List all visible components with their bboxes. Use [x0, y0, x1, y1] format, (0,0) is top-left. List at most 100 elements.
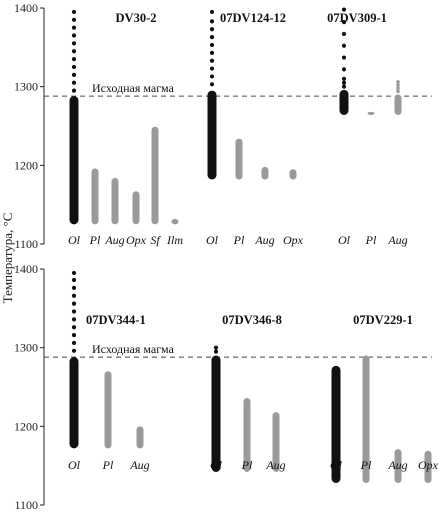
sample-group: 07DV346-8 Ol Pl Aug — [210, 313, 286, 472]
dot-marker — [209, 74, 215, 79]
dot-marker — [71, 17, 77, 22]
sample-group: 07DV124-12 Ol Pl Aug Opx — [206, 9, 304, 247]
panel-2: 1100 1200 1300 1400 Исходная магма 07DV344-1 O… — [14, 262, 438, 512]
dot-marker — [71, 348, 77, 353]
sample-group: 07DV344-1 Ol Pl Aug — [68, 270, 150, 472]
range-bar-aug — [394, 449, 402, 483]
dot-marker — [213, 349, 219, 354]
range-bar-pl — [235, 138, 243, 180]
dot-marker — [71, 293, 77, 298]
magma-label: Исходная магма — [92, 81, 175, 95]
mineral-label: Pl — [102, 458, 114, 472]
dot-marker — [209, 66, 215, 71]
y-tick-label: 1100 — [14, 498, 38, 512]
mineral-label: Aug — [254, 233, 274, 247]
mineral-label: Ol — [68, 233, 81, 247]
mineral-label: Aug — [265, 458, 285, 472]
magma-label: Исходная магма — [92, 342, 175, 356]
dot-marker — [71, 332, 77, 338]
sample-title: 07DV229-1 — [353, 313, 413, 327]
mineral-label: Aug — [104, 233, 124, 247]
range-bar-pl — [362, 355, 370, 483]
dot-marker — [71, 285, 77, 290]
dot-marker — [341, 80, 347, 85]
dot-marker — [209, 35, 215, 40]
dot-marker — [213, 345, 219, 350]
mineral-label: Opx — [418, 458, 438, 472]
dot-marker — [341, 76, 347, 81]
mineral-label: Pl — [89, 233, 101, 247]
range-bar-opx — [424, 450, 432, 483]
dot-marker — [71, 41, 77, 46]
dot-marker — [71, 317, 77, 322]
dot-marker — [71, 88, 77, 93]
dot-marker — [396, 80, 400, 84]
range-bar-pl — [104, 371, 112, 449]
range-bar-sf — [151, 126, 159, 225]
range-bar-aug — [272, 412, 280, 472]
range-bar-opx — [132, 191, 140, 225]
y-tick-label: 1100 — [14, 237, 38, 251]
dot-marker — [341, 20, 347, 25]
dot-marker — [341, 31, 347, 37]
dot-marker — [209, 42, 215, 48]
range-bar-ol — [69, 357, 79, 449]
sample-title: 07DV309-1 — [327, 11, 387, 25]
mineral-label: Pl — [233, 233, 245, 247]
sample-title: DV30-2 — [116, 11, 157, 25]
dot-marker — [209, 9, 215, 15]
range-bar-pl — [91, 168, 99, 225]
sample-group: 07DV229-1 Ol Pl Aug Opx — [330, 313, 438, 483]
mineral-label: Pl — [360, 458, 372, 472]
dot-marker — [341, 7, 347, 12]
sample-group: DV30-2 Ol Pl Aug Opx Sf Ilm — [68, 9, 183, 247]
y-tick-label: 1300 — [14, 80, 38, 94]
range-bar-aug — [261, 166, 269, 180]
dot-marker — [209, 82, 215, 87]
mineral-label: Ilm — [166, 233, 183, 247]
mineral-label: Pl — [365, 233, 377, 247]
y-tick-label: 1300 — [14, 341, 38, 355]
panels-group: 1100 1200 1300 1400 Исходная магма DV30-2 Ol Pl… — [14, 1, 438, 512]
range-bar-aug — [136, 426, 144, 449]
dot-marker — [341, 55, 347, 60]
y-axis-label: Температура, °C — [0, 213, 15, 304]
sample-group: 07DV309-1 Ol Pl Aug — [327, 7, 408, 247]
mineral-label: Aug — [387, 458, 407, 472]
mineral-label: Pl — [241, 458, 253, 472]
dot-marker — [71, 64, 77, 70]
range-bar-aug — [111, 177, 119, 225]
mineral-label: Ol — [330, 458, 343, 472]
y-tick-label: 1200 — [14, 158, 38, 172]
dot-marker — [71, 340, 77, 346]
dot-marker — [396, 89, 400, 94]
dot-marker — [396, 83, 400, 87]
dot-marker — [341, 84, 347, 89]
dot-marker — [71, 325, 77, 330]
dot-marker — [71, 25, 77, 30]
range-bar-ol — [69, 96, 79, 225]
dot-marker — [71, 301, 77, 306]
range-bar-opx — [289, 169, 297, 180]
range-bar-ol — [339, 89, 349, 115]
sample-title: 07DV346-8 — [222, 313, 282, 327]
dot-marker — [71, 80, 77, 85]
dot-marker — [71, 9, 77, 15]
dot-marker — [209, 27, 215, 32]
mineral-label: Sf — [150, 233, 161, 247]
panel-1: 1100 1200 1300 1400 Исходная магма DV30-2 Ol Pl… — [14, 1, 432, 251]
dot-marker — [71, 33, 77, 38]
mineral-label: Aug — [129, 458, 149, 472]
range-bar-aug — [394, 94, 402, 115]
y-tick-label: 1400 — [14, 1, 38, 15]
range-bar-ol — [207, 90, 217, 180]
mineral-label: Ol — [206, 233, 219, 247]
range-bar-ol — [211, 355, 221, 472]
dot-marker — [209, 58, 215, 63]
dot-marker — [71, 57, 77, 62]
dot-marker — [71, 270, 77, 276]
mineral-label: Opx — [126, 233, 147, 247]
dot-marker — [71, 309, 77, 314]
dot-marker — [71, 49, 77, 54]
